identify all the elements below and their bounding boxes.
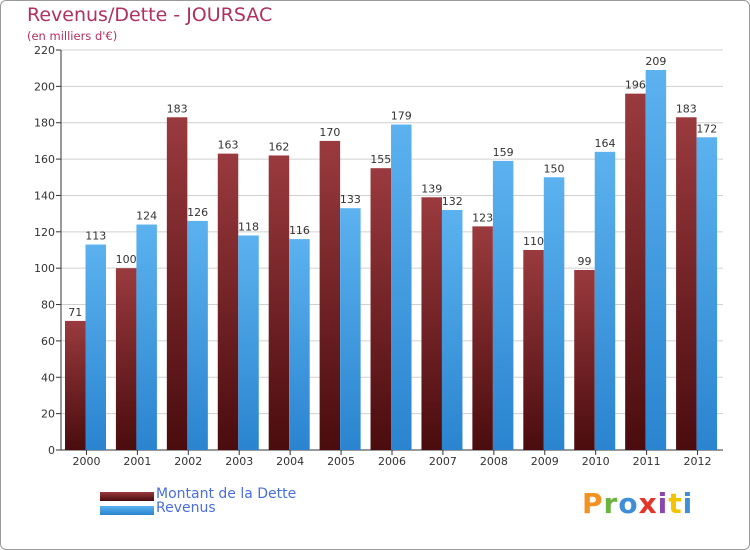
logo-letter: i (657, 487, 669, 520)
x-tick-label: 2009 (531, 455, 559, 468)
y-tick-label: 60 (41, 335, 55, 348)
bar-dette (370, 168, 392, 450)
data-label: 170 (319, 126, 340, 139)
bar-revenus (391, 124, 412, 450)
bar-dette (115, 268, 137, 450)
x-tick-label: 2010 (582, 455, 610, 468)
y-tick-label: 180 (34, 117, 55, 130)
bar-dette (574, 270, 595, 450)
logo-letter: i (682, 487, 694, 520)
bar-revenus (696, 137, 718, 451)
logo-letter: t (668, 487, 683, 520)
x-tick-label: 2008 (480, 455, 508, 468)
chart-title: Revenus/Dette - JOURSAC (27, 4, 273, 26)
y-tick-label: 200 (34, 80, 55, 93)
x-tick-label: 2002 (174, 455, 202, 468)
data-label: 118 (238, 220, 259, 233)
logo-letter: x (638, 487, 658, 520)
bar-dette (472, 226, 493, 450)
data-label: 155 (370, 153, 391, 166)
data-label: 209 (645, 55, 666, 68)
bar-revenus (85, 244, 106, 450)
data-label: 162 (268, 140, 289, 153)
bar-revenus (543, 177, 565, 451)
data-label: 164 (594, 137, 615, 150)
y-tick-label: 100 (34, 262, 55, 275)
y-tick-label: 20 (41, 408, 55, 421)
x-tick-label: 2012 (684, 455, 712, 468)
bar-dette (268, 155, 290, 451)
bar-revenus (238, 235, 259, 450)
bar-dette (217, 153, 239, 451)
data-label: 150 (544, 162, 565, 175)
x-tick-label: 2011 (633, 455, 661, 468)
data-label: 172 (696, 122, 717, 135)
bar-revenus (645, 70, 667, 450)
proxiti-logo: Proxiti (582, 487, 693, 520)
bar-revenus (136, 224, 157, 450)
x-tick-label: 2006 (378, 455, 406, 468)
legend-swatch-dette (100, 492, 154, 501)
data-label: 183 (676, 102, 697, 115)
bar-dette (676, 117, 697, 450)
data-label: 99 (577, 255, 591, 268)
legend-swatch-revenus (100, 506, 154, 515)
y-tick-label: 140 (34, 189, 55, 202)
y-tick-label: 220 (34, 44, 55, 57)
data-label: 132 (442, 195, 463, 208)
data-label: 179 (391, 110, 412, 123)
bar-dette (65, 320, 86, 450)
data-label: 100 (116, 253, 137, 266)
y-tick-label: 0 (48, 444, 55, 457)
data-label: 110 (523, 235, 544, 248)
data-label: 113 (85, 230, 106, 243)
data-label: 123 (472, 211, 493, 224)
y-tick-label: 40 (41, 371, 55, 384)
data-label: 133 (340, 193, 361, 206)
chart-subtitle: (en milliers d'€) (27, 29, 118, 43)
data-label: 71 (68, 306, 82, 319)
legend-label-dette: Montant de la Dette (156, 486, 297, 502)
legend-label-revenus: Revenus (156, 500, 216, 516)
bar-revenus (594, 151, 616, 450)
bar-dette (166, 117, 188, 450)
logo-letter: P (582, 487, 604, 520)
bar-revenus (340, 208, 361, 450)
data-label: 159 (493, 146, 514, 159)
bar-revenus (289, 239, 310, 450)
y-tick-label: 80 (41, 299, 55, 312)
logo-letter: r (603, 487, 619, 520)
data-label: 163 (218, 139, 239, 152)
data-label: 124 (136, 210, 157, 223)
x-tick-label: 2005 (327, 455, 355, 468)
data-label: 196 (625, 79, 646, 92)
data-label: 116 (289, 224, 310, 237)
bar-dette (319, 140, 341, 450)
x-tick-label: 2007 (429, 455, 457, 468)
data-label: 139 (421, 182, 442, 195)
bar-dette (523, 250, 544, 450)
x-tick-label: 2000 (72, 455, 100, 468)
x-tick-label: 2003 (225, 455, 253, 468)
bar-revenus (441, 210, 463, 450)
bar-revenus (492, 160, 514, 450)
bar-dette (421, 197, 442, 450)
bar-dette (625, 93, 646, 451)
y-tick-label: 120 (34, 226, 55, 239)
bar-revenus (187, 220, 208, 450)
x-tick-label: 2001 (123, 455, 151, 468)
data-label: 183 (167, 102, 188, 115)
logo-letter: o (618, 487, 639, 520)
y-tick-label: 160 (34, 153, 55, 166)
data-label: 126 (187, 206, 208, 219)
x-tick-label: 2004 (276, 455, 304, 468)
